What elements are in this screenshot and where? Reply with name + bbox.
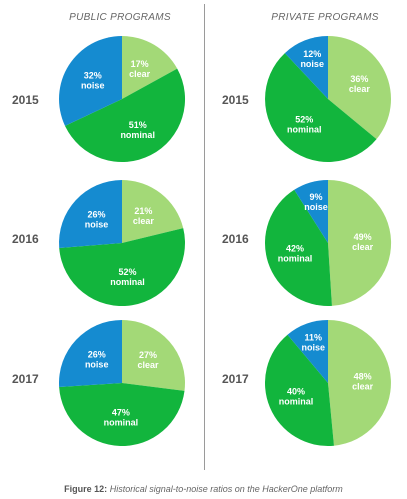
slice-name: clear xyxy=(129,69,151,79)
pie-chart-private-2017: 48%clear 40%nominal 11%noise xyxy=(265,320,391,446)
pie-slice-nominal xyxy=(265,334,334,446)
slice-percent: 49% xyxy=(354,232,372,242)
pie-slice-nominal xyxy=(59,228,186,307)
pie-chart-private-2015: 36%clear 52%nominal 12%noise xyxy=(265,36,391,162)
slice-label-nominal: 51%nominal xyxy=(120,120,155,140)
slice-label-noise: 32%noise xyxy=(81,70,105,90)
column-title-private: PRIVATE PROGRAMS xyxy=(271,12,379,23)
pie-slice-nominal xyxy=(59,383,185,447)
slice-name: noise xyxy=(85,220,109,230)
pie-slice-clear xyxy=(122,320,185,391)
pie-slice-clear xyxy=(122,180,184,243)
year-label-public-2017: 2017 xyxy=(12,372,39,386)
slice-percent: 26% xyxy=(87,210,105,220)
slice-percent: 21% xyxy=(134,206,152,216)
slice-name: clear xyxy=(137,360,159,370)
pie-slice-noise xyxy=(58,320,122,387)
pie-slice-noise xyxy=(287,320,328,383)
slice-label-noise: 26%noise xyxy=(85,210,109,230)
slice-percent: 17% xyxy=(131,59,149,69)
slice-percent: 52% xyxy=(295,114,313,124)
slice-label-clear: 49%clear xyxy=(352,232,374,252)
slice-percent: 51% xyxy=(129,120,147,130)
figure-caption-label: Figure 12: xyxy=(64,484,108,494)
slice-label-clear: 17%clear xyxy=(129,59,151,79)
slice-name: noise xyxy=(302,343,326,353)
year-label-public-2015: 2015 xyxy=(12,93,39,107)
column-title-public: PUBLIC PROGRAMS xyxy=(69,12,171,23)
year-label-public-2016: 2016 xyxy=(12,232,39,246)
slice-percent: 12% xyxy=(303,49,321,59)
slice-name: noise xyxy=(85,359,109,369)
slice-name: noise xyxy=(81,80,105,90)
slice-name: nominal xyxy=(279,396,314,406)
slice-name: noise xyxy=(300,59,324,69)
slice-label-nominal: 42%nominal xyxy=(278,244,313,264)
slice-label-nominal: 52%nominal xyxy=(110,267,145,287)
slice-label-noise: 12%noise xyxy=(300,49,324,69)
slice-percent: 9% xyxy=(309,192,322,202)
slice-name: clear xyxy=(352,242,374,252)
slice-label-nominal: 52%nominal xyxy=(287,114,322,134)
slice-percent: 47% xyxy=(112,408,130,418)
slice-percent: 52% xyxy=(118,267,136,277)
slice-name: nominal xyxy=(278,254,313,264)
figure-caption: Figure 12: Historical signal-to-noise ra… xyxy=(0,484,407,494)
pie-slice-nominal xyxy=(265,53,377,162)
slice-name: nominal xyxy=(104,418,139,428)
pie-slice-noise xyxy=(59,180,122,248)
pie-chart-public-2015: 17%clear 51%nominal 32%noise xyxy=(59,36,186,163)
slice-label-noise: 9%noise xyxy=(304,192,328,212)
pie-slice-clear xyxy=(328,36,391,140)
pie-slice-clear xyxy=(328,320,391,446)
year-label-private-2016: 2016 xyxy=(222,232,249,246)
pie-chart-public-2016: 21%clear 52%nominal 26%noise xyxy=(59,180,186,307)
slice-percent: 11% xyxy=(305,333,323,343)
pie-chart-public-2017: 27%clear 47%nominal 26%noise xyxy=(58,320,185,447)
slice-name: clear xyxy=(133,216,155,226)
pie-slice-clear xyxy=(122,36,178,99)
slice-name: nominal xyxy=(110,277,145,287)
slice-label-nominal: 47%nominal xyxy=(104,408,139,428)
slice-percent: 32% xyxy=(84,70,102,80)
slice-name: nominal xyxy=(120,130,155,140)
figure-caption-text: Historical signal-to-noise ratios on the… xyxy=(109,484,343,494)
slice-percent: 27% xyxy=(139,350,157,360)
slice-label-clear: 21%clear xyxy=(133,206,155,226)
pie-slice-nominal xyxy=(65,68,186,163)
slice-label-clear: 48%clear xyxy=(352,371,374,391)
slice-name: noise xyxy=(304,202,328,212)
column-divider xyxy=(204,4,205,470)
year-label-private-2015: 2015 xyxy=(222,93,249,107)
slice-percent: 48% xyxy=(354,371,372,381)
pie-slice-noise xyxy=(284,36,328,99)
slice-name: clear xyxy=(349,84,371,94)
pie-slice-nominal xyxy=(264,189,332,307)
slice-name: clear xyxy=(352,381,374,391)
slice-label-clear: 36%clear xyxy=(349,74,371,94)
year-label-private-2017: 2017 xyxy=(222,372,249,386)
slice-label-clear: 27%clear xyxy=(137,350,159,370)
slice-percent: 40% xyxy=(287,386,305,396)
pie-slice-noise xyxy=(294,180,328,243)
slice-name: nominal xyxy=(287,124,322,134)
slice-percent: 42% xyxy=(286,244,304,254)
slice-percent: 26% xyxy=(88,349,106,359)
slice-percent: 36% xyxy=(350,74,368,84)
pie-slice-clear xyxy=(328,179,392,306)
slice-label-nominal: 40%nominal xyxy=(279,386,314,406)
pie-slice-noise xyxy=(59,36,122,126)
slice-label-noise: 11%noise xyxy=(302,333,326,353)
pie-chart-private-2016: 49%clear 42%nominal 9%noise xyxy=(264,179,392,307)
slice-label-noise: 26%noise xyxy=(85,349,109,369)
